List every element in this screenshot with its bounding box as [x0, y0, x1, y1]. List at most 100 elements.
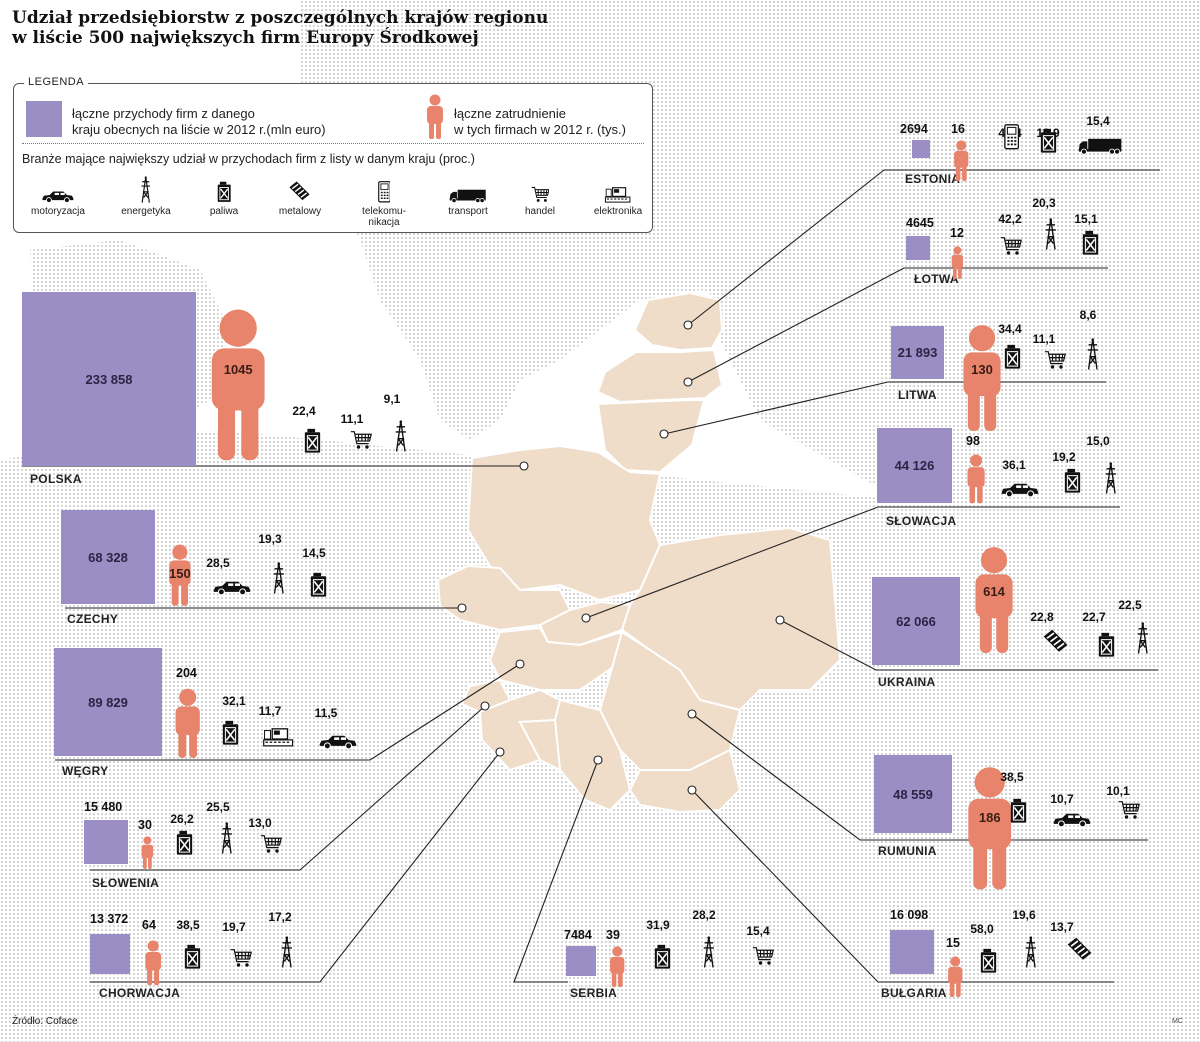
employment-value: 204 [176, 666, 197, 680]
power-pylon-icon [220, 822, 234, 859]
legend-employment-line-2: w tych firmach w 2012 r. (tys.) [454, 122, 626, 137]
sector-share-value: 11,1 [340, 412, 364, 426]
power-pylon-icon [1136, 622, 1150, 659]
car-icon [318, 734, 357, 754]
power-pylon-icon [280, 936, 294, 973]
country-name: CHORWACJA [99, 986, 181, 1000]
sector-share-value: 42,2 [998, 212, 1022, 226]
legend-box: LEGENDA łączne przychody firm z danego k… [13, 76, 653, 233]
sector-share-value: 22,4 [292, 404, 316, 418]
revenue-square [84, 820, 128, 864]
fuel-canister-icon [304, 428, 321, 459]
legend-revenue-text: łączne przychody firm z danego kraju obe… [72, 106, 372, 138]
employment-value: 64 [142, 918, 156, 932]
cart-icon [260, 834, 283, 859]
legend-item-label: motoryzacja [31, 206, 85, 217]
title-line-2: w liście 500 największych firm Europy Śr… [12, 28, 479, 48]
legend-item-label: handel [524, 206, 556, 217]
legend-item-paliwa: paliwa [184, 180, 264, 217]
revenue-value: 7484 [564, 928, 592, 942]
fuel-canister-icon [1040, 128, 1057, 159]
country-name: UKRAINA [878, 675, 936, 689]
revenue-value: 4645 [906, 216, 934, 230]
sector-share-value: 8,6 [1079, 308, 1097, 322]
fuel-canister-icon [980, 948, 997, 979]
legend-item-metalowy: metalowy [260, 180, 340, 217]
revenue-square [90, 934, 130, 974]
revenue-square: 89 829 [54, 648, 162, 756]
electronics-icon [578, 180, 658, 206]
sector-share-value: 11,7 [258, 704, 282, 718]
power-pylon-icon [1024, 936, 1038, 973]
sector-share-value: 25,5 [206, 800, 230, 814]
legend-revenue-line-2: kraju obecnych na liście w 2012 r.(mln e… [72, 122, 326, 137]
revenue-square: 44 126 [877, 428, 952, 503]
sector-share-value: 20,3 [1032, 196, 1056, 210]
person-icon [143, 940, 163, 991]
fuel-canister-icon [1004, 344, 1021, 375]
sector-share-value: 11,1 [1032, 332, 1056, 346]
power-pylon-icon [1104, 462, 1118, 499]
employment-value: 614 [983, 584, 1005, 600]
revenue-value: 2694 [900, 122, 928, 136]
source-note: Źródło: Coface [12, 1016, 78, 1027]
legend-item-transport: transport [428, 180, 508, 217]
employment-value: 130 [971, 362, 993, 378]
revenue-square: 68 328 [61, 510, 155, 604]
fuel-canister-icon [1082, 230, 1099, 261]
legend-item-label: elektronika [593, 206, 643, 217]
person-icon [608, 946, 626, 993]
legend-item-label: telekomu- [362, 206, 406, 217]
car-icon [1052, 812, 1091, 832]
leader-lines [22, 169, 1160, 983]
cart-icon [752, 946, 775, 971]
country-name: RUMUNIA [878, 844, 937, 858]
cart-icon [230, 948, 253, 973]
sector-share-value: 28,5 [206, 556, 230, 570]
truck-icon [1078, 138, 1122, 160]
electronics-icon [262, 728, 294, 752]
person-icon [970, 546, 1018, 660]
legend-item-label: metalowy [278, 206, 322, 217]
legend-item-label: transport [448, 206, 488, 217]
person-icon [950, 246, 965, 285]
sector-share-value: 15,0 [1086, 434, 1110, 448]
steel-beam-icon [1066, 936, 1093, 968]
country-name: SŁOWACJA [886, 514, 957, 528]
sector-share-value: 26,2 [170, 812, 194, 826]
revenue-square: 233 858 [22, 292, 196, 466]
sector-share-value: 38,5 [176, 918, 200, 932]
legend-item-handel: handel [500, 180, 580, 217]
employment-value: 30 [138, 818, 152, 832]
fuel-canister-icon [1064, 468, 1081, 499]
fuel-canister-icon [310, 572, 327, 603]
sector-share-value: 19,3 [258, 532, 282, 546]
country-name: SERBIA [570, 986, 618, 1000]
legend-divider [22, 143, 644, 144]
power-pylon-icon [1086, 338, 1100, 375]
power-pylon-icon [702, 936, 716, 973]
fuel-canister-icon [184, 180, 264, 206]
power-pylon-icon [394, 420, 408, 457]
person-icon [166, 544, 194, 612]
employment-value: 98 [966, 434, 980, 448]
truck-icon [428, 180, 508, 206]
country-name: POLSKA [30, 472, 82, 486]
legend-item-energetyka: energetyka [106, 176, 186, 217]
legend-item-label-2: nikacja [368, 217, 400, 228]
phone-icon [1004, 124, 1020, 155]
lithuania-shape [596, 399, 706, 474]
person-icon [962, 766, 1017, 897]
page-title: Udział przedsiębiorstw z poszczególnych … [12, 8, 548, 48]
employment-value: 16 [951, 122, 965, 136]
person-icon [946, 956, 964, 1003]
sector-share-value: 13,7 [1050, 920, 1074, 934]
author-mark: MC [1172, 1018, 1183, 1025]
revenue-value: 16 098 [890, 908, 929, 922]
sector-share-value: 9,1 [383, 392, 401, 406]
legend-employment-line-1: łączne zatrudnienie [454, 106, 567, 121]
estonia-shape [633, 291, 724, 352]
revenue-square: 62 066 [872, 577, 960, 665]
revenue-square [906, 236, 930, 260]
sector-share-value: 10,1 [1106, 784, 1130, 798]
